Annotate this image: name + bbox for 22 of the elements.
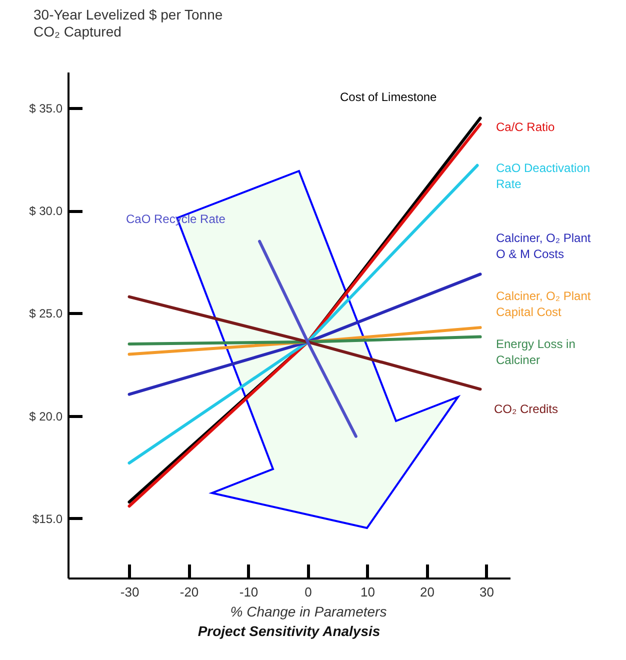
x-axis-title: % Change in Parameters <box>230 604 387 620</box>
y-tick-label: $ 20.0 <box>29 409 63 424</box>
series-label: CO₂ Credits <box>494 402 558 416</box>
y-tick-label: $ 25.0 <box>29 306 63 321</box>
x-tick-label: 10 <box>360 584 375 600</box>
y-tick-label: $15.0 <box>32 512 63 526</box>
x-tick-label: -30 <box>120 584 140 600</box>
series-label: Calciner, O₂ Plant Capital Cost <box>496 289 592 319</box>
series-label: Ca/C Ratio <box>496 120 556 134</box>
x-tick-label: 0 <box>304 584 312 600</box>
x-tick-label: -10 <box>239 584 258 600</box>
x-tick-label: -20 <box>180 584 199 600</box>
x-tick-label: 30 <box>479 584 494 600</box>
y-tick-label: $ 30.0 <box>29 204 63 218</box>
y-tick-label: $ 35.0 <box>29 101 63 116</box>
text: Cost of Limestone <box>340 90 438 104</box>
series-label: Calciner, O₂ Plant O & M Costs <box>496 231 592 261</box>
text: Project Sensitivity Analysis <box>198 623 380 639</box>
y-axis-title: 30-Year Levelized $ per Tonne CO₂ Captured <box>34 6 223 40</box>
series-label: CaO Deactivation Rate <box>496 161 590 191</box>
x-tick-label: 20 <box>420 584 434 600</box>
series-label: Energy Loss in Calciner <box>496 337 576 367</box>
